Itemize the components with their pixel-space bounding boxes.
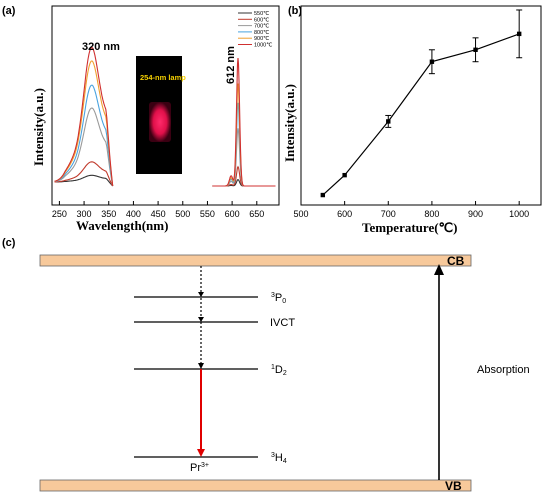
panel-b-chart: 500 600 700 800 900 1000 Temperature(℃) Inten… xyxy=(282,5,542,235)
emission-curve-5 xyxy=(212,83,276,187)
valence-band xyxy=(39,479,472,492)
legend-entry-1: 550℃ xyxy=(254,11,270,17)
panel-a-xtick-label: 550 xyxy=(200,209,215,219)
panel-b-point xyxy=(386,119,391,124)
panel-b-xtick-label: 1000 xyxy=(509,209,529,219)
panel-a-frame xyxy=(51,5,280,206)
level-ivct-label: IVCT xyxy=(270,317,295,329)
panel-b-data xyxy=(320,9,523,198)
panel-b-point xyxy=(429,59,435,64)
panel-b-xtick-label: 900 xyxy=(468,209,483,219)
panel-b-point xyxy=(320,192,326,198)
panel-b-xtick-label: 500 xyxy=(293,209,308,219)
emission-curve-6 xyxy=(212,57,276,187)
panel-a-xtick-label: 250 xyxy=(52,209,67,219)
panel-a-xtick-label: 500 xyxy=(175,209,190,219)
panel-a-xtick-label: 650 xyxy=(249,209,264,219)
panel-b-series-line xyxy=(322,33,520,196)
legend-entry-4: 800℃ xyxy=(254,30,270,36)
panel-a-chart: 250 300 350 400 450 500 550 600 650 320 nm 612 n… xyxy=(31,5,280,233)
panel-b-point xyxy=(473,47,478,52)
conduction-band xyxy=(39,254,472,267)
level-1d2-label: 1D2 xyxy=(271,364,287,377)
emission-curve-3 xyxy=(212,128,276,187)
panel-b-xtick-label: 800 xyxy=(424,209,439,219)
vb-label: VB xyxy=(445,479,462,493)
panel-a-xtick-label: 600 xyxy=(225,209,240,219)
emission-curve-4 xyxy=(212,102,276,187)
level-3h4-label: 3H4 xyxy=(271,452,287,465)
panel-a-ylabel: Intensity(a.u.) xyxy=(31,88,46,166)
inset-phosphor-glow xyxy=(149,102,171,142)
panel-c-label: (c) xyxy=(2,237,16,249)
ion-label: Pr3+ xyxy=(190,462,209,474)
legend-entry-5: 900℃ xyxy=(254,36,270,42)
legend-entry-2: 600℃ xyxy=(254,17,270,23)
panel-b-xlabel: Temperature(℃) xyxy=(362,220,457,235)
panel-b-ticks: 500 600 700 800 900 1000 xyxy=(293,201,529,219)
excitation-curve-4 xyxy=(54,84,114,187)
panel-a-xlabel: Wavelength(nm) xyxy=(76,218,168,233)
panel-a-label: (a) xyxy=(2,5,16,17)
excitation-curve-5 xyxy=(54,60,114,187)
legend-entry-6: 1000℃ xyxy=(254,43,273,49)
arrowhead-1d2 xyxy=(198,363,204,369)
excitation-curve-3 xyxy=(54,107,114,187)
arrowhead-3p0 xyxy=(198,292,204,297)
emission-curve-1 xyxy=(212,178,276,187)
panel-a-xtick-label: 400 xyxy=(126,209,141,219)
peak-label-320: 320 nm xyxy=(82,41,120,53)
arrowhead-ivct xyxy=(198,317,204,322)
legend-entry-3: 700℃ xyxy=(254,24,270,30)
panel-b-label: (b) xyxy=(288,5,302,17)
panel-b-xtick-label: 600 xyxy=(337,209,352,219)
excitation-curve-1 xyxy=(54,174,114,187)
panel-b-xtick-label: 700 xyxy=(381,209,396,219)
peak-label-612: 612 nm xyxy=(225,46,237,84)
cb-label: CB xyxy=(447,254,465,268)
panel-b-point xyxy=(342,172,347,178)
panel-c-diagram: CB VB 3P0 IVCT 1D2 3H4 Pr3+ Absorption xyxy=(39,254,530,493)
panel-b-ylabel: Intensity(a.u.) xyxy=(282,84,297,162)
absorption-label: Absorption xyxy=(477,364,530,376)
panel-b-frame xyxy=(300,5,542,206)
inset-label: 254-nm lamp xyxy=(140,73,186,82)
level-3p0-label: 3P0 xyxy=(271,292,286,305)
emission-arrowhead xyxy=(197,449,205,457)
excitation-curve-6 xyxy=(54,46,114,187)
panel-a-ticks: 250 300 350 400 450 500 550 600 650 xyxy=(52,201,264,219)
emission-curve-2 xyxy=(212,165,276,187)
excitation-curve-2 xyxy=(54,161,114,187)
panel-a-xtick-label: 350 xyxy=(101,209,116,219)
panel-a-curves xyxy=(54,46,276,187)
absorption-arrowhead xyxy=(434,264,444,275)
panel-b-point xyxy=(516,31,522,37)
panel-a-xtick-label: 450 xyxy=(151,209,166,219)
panel-a-xtick-label: 300 xyxy=(77,209,92,219)
